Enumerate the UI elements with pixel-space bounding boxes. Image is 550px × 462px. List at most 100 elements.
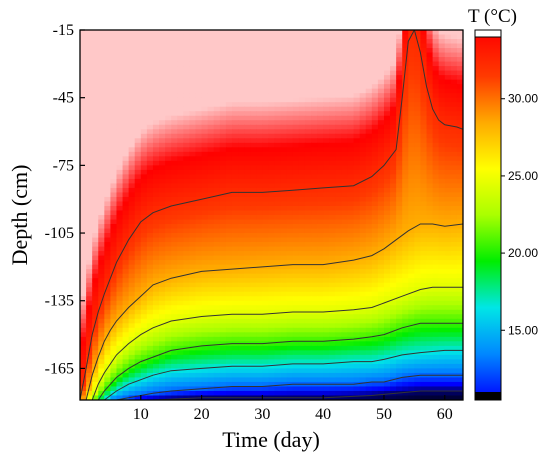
heatmap-cell: [420, 210, 428, 216]
heatmap-cell: [420, 192, 428, 198]
heatmap-cell: [256, 34, 263, 40]
heatmap-cell: [353, 269, 361, 275]
heatmap-cell: [432, 169, 440, 175]
heatmap-cell: [177, 52, 184, 58]
heatmap-cell: [86, 138, 93, 144]
heatmap-cell: [353, 165, 361, 171]
heatmap-cell: [444, 187, 452, 194]
heatmap-cell: [304, 242, 312, 248]
heatmap-cell: [408, 84, 415, 90]
heatmap-cell: [426, 79, 434, 85]
heatmap-cell: [341, 205, 349, 212]
heatmap-cell: [231, 165, 239, 171]
heatmap-cell: [238, 381, 245, 388]
heatmap-cell: [323, 368, 330, 374]
heatmap-cell: [201, 381, 209, 388]
heatmap-cell: [390, 88, 397, 94]
heatmap-cell: [304, 30, 312, 36]
heatmap-cell: [438, 323, 446, 329]
heatmap-cell: [171, 75, 178, 81]
heatmap-cell: [152, 246, 160, 252]
heatmap-cell: [146, 309, 154, 315]
heatmap-cell: [244, 291, 251, 297]
heatmap-cell: [438, 332, 446, 338]
heatmap-cell: [177, 111, 184, 117]
heatmap-cell: [426, 260, 434, 266]
heatmap-cell: [86, 124, 93, 130]
heatmap-cell: [262, 129, 270, 135]
heatmap-cell: [268, 75, 276, 81]
heatmap-cell: [347, 251, 355, 257]
heatmap-cell: [225, 345, 233, 351]
heatmap-cell: [420, 88, 428, 94]
heatmap-cell: [98, 196, 105, 203]
heatmap-cell: [292, 242, 300, 248]
heatmap-cell: [456, 341, 463, 347]
heatmap-cell: [207, 133, 215, 139]
heatmap-cell: [171, 151, 178, 157]
heatmap-cell: [408, 165, 415, 171]
heatmap-cell: [323, 255, 330, 261]
heatmap-cell: [146, 39, 154, 45]
heatmap-cell: [365, 142, 373, 148]
heatmap-cell: [402, 102, 409, 108]
heatmap-cell: [159, 278, 166, 284]
heatmap-cell: [317, 368, 324, 374]
heatmap-cell: [304, 57, 312, 63]
heatmap-cell: [298, 120, 306, 126]
heatmap-cell: [304, 192, 312, 198]
heatmap-cell: [335, 255, 343, 261]
heatmap-cell: [438, 151, 446, 157]
heatmap-cell: [262, 66, 270, 72]
heatmap-cell: [438, 300, 446, 306]
heatmap-cell: [414, 327, 422, 333]
heatmap-cell: [195, 345, 203, 351]
heatmap-cell: [122, 309, 130, 315]
heatmap-cell: [152, 341, 160, 347]
heatmap-cell: [377, 61, 385, 67]
heatmap-cell: [250, 255, 257, 261]
heatmap-cell: [159, 111, 166, 117]
heatmap-cell: [225, 201, 233, 207]
heatmap-cell: [116, 124, 124, 130]
heatmap-cell: [244, 273, 251, 279]
heatmap-cell: [268, 48, 276, 54]
heatmap-cell: [414, 111, 422, 117]
heatmap-cell: [365, 219, 373, 225]
heatmap-cell: [122, 381, 130, 388]
heatmap-cell: [86, 169, 93, 175]
heatmap-cell: [165, 129, 172, 135]
heatmap-cell: [444, 133, 452, 139]
heatmap-cell: [383, 237, 391, 243]
heatmap-cell: [317, 219, 324, 225]
heatmap-cell: [213, 381, 221, 388]
heatmap-cell: [195, 205, 203, 212]
heatmap-cell: [359, 88, 367, 94]
heatmap-cell: [219, 57, 227, 63]
heatmap-cell: [390, 147, 397, 153]
heatmap-cell: [183, 210, 191, 216]
heatmap-cell: [122, 228, 130, 234]
heatmap-cell: [329, 120, 336, 126]
heatmap-cell: [207, 97, 215, 103]
heatmap-cell: [201, 43, 209, 49]
heatmap-cell: [171, 368, 178, 374]
heatmap-cell: [225, 84, 233, 90]
heatmap-cell: [219, 327, 227, 333]
heatmap-cell: [159, 102, 166, 108]
heatmap-cell: [195, 237, 203, 243]
heatmap-cell: [165, 210, 172, 216]
heatmap-cell: [414, 228, 422, 234]
heatmap-cell: [171, 336, 178, 342]
heatmap-cell: [408, 120, 415, 126]
heatmap-cell: [371, 34, 379, 40]
heatmap-cell: [244, 165, 251, 171]
heatmap-cell: [213, 273, 221, 279]
heatmap-cell: [280, 377, 288, 383]
heatmap-cell: [335, 174, 343, 180]
heatmap-cell: [128, 70, 136, 76]
heatmap-cell: [438, 287, 446, 293]
heatmap-cell: [408, 70, 415, 76]
heatmap-cell: [286, 255, 294, 261]
heatmap-cell: [365, 368, 373, 374]
